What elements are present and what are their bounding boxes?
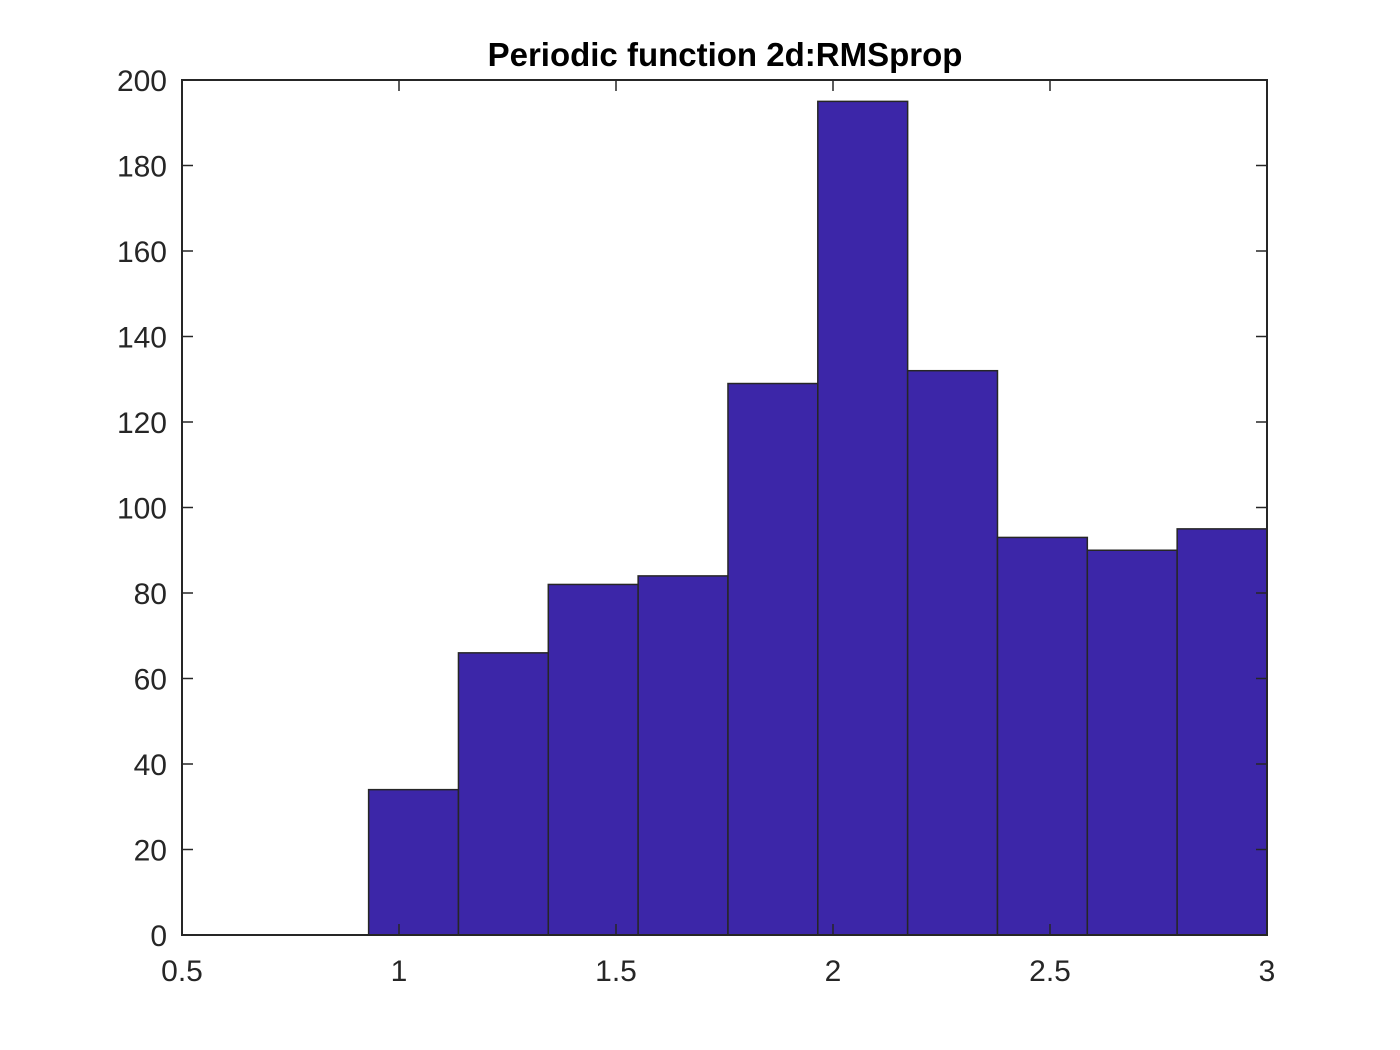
histogram-bar	[996, 536, 1089, 936]
y-tick-label: 40	[134, 749, 167, 782]
x-tick-label: 3	[1259, 955, 1276, 988]
chart-title: Periodic function 2d:RMSprop	[488, 36, 963, 73]
y-tick-label: 80	[134, 578, 167, 611]
x-tick-label: 1.5	[595, 955, 637, 988]
histogram-bar	[1176, 528, 1268, 936]
y-tick-label: 60	[134, 664, 167, 697]
y-tick-label: 160	[117, 236, 167, 269]
histogram-bar	[637, 575, 729, 936]
histogram-bar	[457, 652, 550, 936]
histogram-bar	[367, 788, 460, 936]
histogram-bar	[547, 583, 639, 936]
y-tick-label: 120	[117, 407, 167, 440]
y-tick-label: 100	[117, 493, 167, 526]
x-tick-label: 2	[825, 955, 842, 988]
y-tick-label: 200	[117, 65, 167, 98]
histogram-bar	[727, 382, 819, 936]
axes-group: 0.5 1 1.5 2 2.5 3 0 20 40 60 80 100 120 140 160 180 200	[117, 65, 1275, 988]
histogram-bar	[906, 369, 999, 936]
bars-group	[367, 100, 1268, 936]
y-tick-label: 20	[134, 835, 167, 868]
histogram-bar	[1086, 549, 1178, 936]
y-tick-label: 140	[117, 322, 167, 355]
x-tick-label: 1	[391, 955, 408, 988]
x-tick-label: 2.5	[1029, 955, 1071, 988]
x-tick-label: 0.5	[161, 955, 203, 988]
y-tick-label: 180	[117, 151, 167, 184]
histogram-bar	[817, 100, 909, 936]
y-tick-label: 0	[150, 920, 167, 953]
